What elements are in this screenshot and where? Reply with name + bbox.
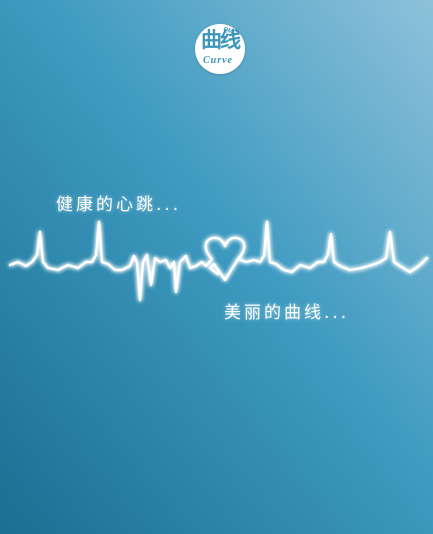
caption-heartbeat: 健康的心跳...: [56, 195, 182, 215]
brand-logo: 曲线 QM Curve: [195, 24, 245, 74]
heart-icon: [204, 236, 246, 282]
logo-word-text: Curve: [203, 55, 233, 66]
logo-main-text: 曲线: [201, 27, 241, 52]
caption-curve: 美丽的曲线...: [224, 303, 350, 323]
